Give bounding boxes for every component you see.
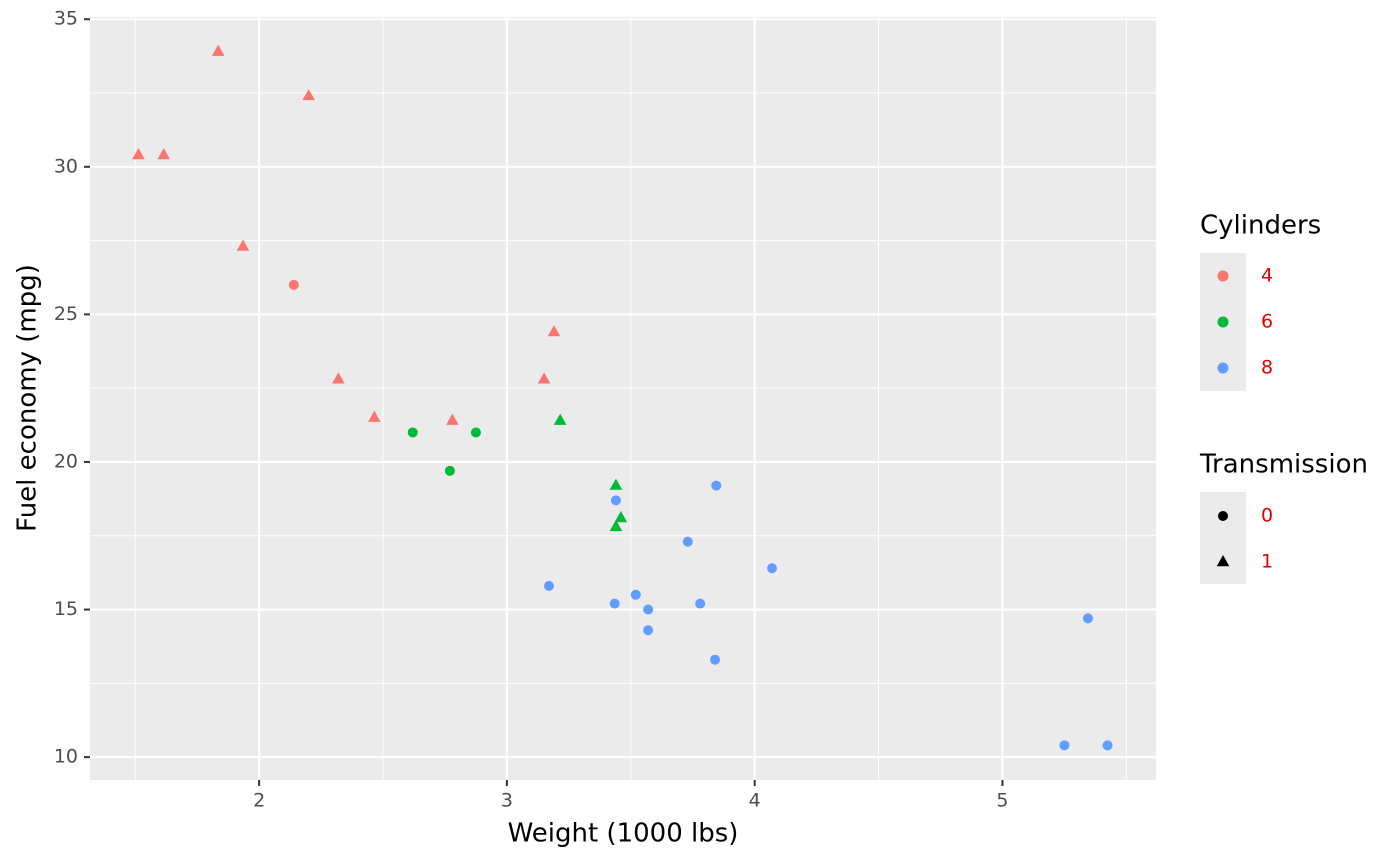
point (614, 511, 628, 523)
legend-label: 4 (1261, 265, 1273, 287)
point (537, 372, 551, 384)
point (643, 604, 654, 615)
point (1082, 613, 1093, 624)
point (695, 598, 706, 609)
point (1059, 740, 1070, 751)
x-tick-label: 4 (749, 790, 761, 812)
point (547, 325, 561, 337)
x-tick-label: 5 (996, 790, 1008, 812)
legend-label: 0 (1261, 505, 1273, 527)
point (609, 519, 623, 532)
legend-title: Cylinders (1200, 211, 1321, 241)
point (630, 589, 641, 600)
point (610, 495, 621, 506)
point (288, 279, 299, 290)
point (609, 598, 620, 609)
point (711, 480, 722, 491)
point (236, 239, 250, 251)
legend-title: Transmission (1199, 450, 1368, 480)
y-tick-label: 35 (54, 8, 78, 30)
point (710, 654, 721, 665)
point (211, 44, 225, 56)
y-tick-label: 15 (54, 598, 78, 620)
y-tick-label: 25 (54, 303, 78, 325)
point (157, 147, 171, 160)
point (643, 625, 654, 636)
x-tick-label: 2 (253, 790, 265, 812)
y-tick-label: 30 (54, 155, 78, 177)
point (682, 536, 693, 547)
point (132, 147, 145, 160)
point (544, 580, 555, 591)
x-axis-title: Weight (1000 lbs) (508, 819, 739, 849)
point (767, 563, 778, 574)
y-tick-label: 10 (54, 746, 78, 768)
point (609, 478, 623, 490)
y-tick-label: 20 (54, 450, 78, 472)
legend-key (1217, 362, 1229, 374)
y-axis-title: Fuel economy (mpg) (13, 264, 43, 532)
point (470, 427, 481, 438)
point (302, 88, 315, 101)
point (368, 410, 381, 422)
point (407, 427, 418, 438)
point (444, 465, 455, 476)
x-tick-label: 3 (501, 790, 513, 812)
legend-key (1217, 316, 1229, 328)
legend-label: 1 (1261, 551, 1273, 573)
legend-key (1218, 511, 1228, 521)
panel (90, 17, 1156, 780)
point (332, 372, 345, 384)
legend-label: 8 (1261, 357, 1273, 379)
point (446, 413, 459, 425)
legend-key-box (1200, 492, 1246, 584)
point (553, 413, 567, 425)
legend-key (1217, 270, 1229, 282)
legend-key (1216, 555, 1230, 567)
legend-label: 6 (1261, 311, 1273, 333)
point (1102, 740, 1113, 751)
